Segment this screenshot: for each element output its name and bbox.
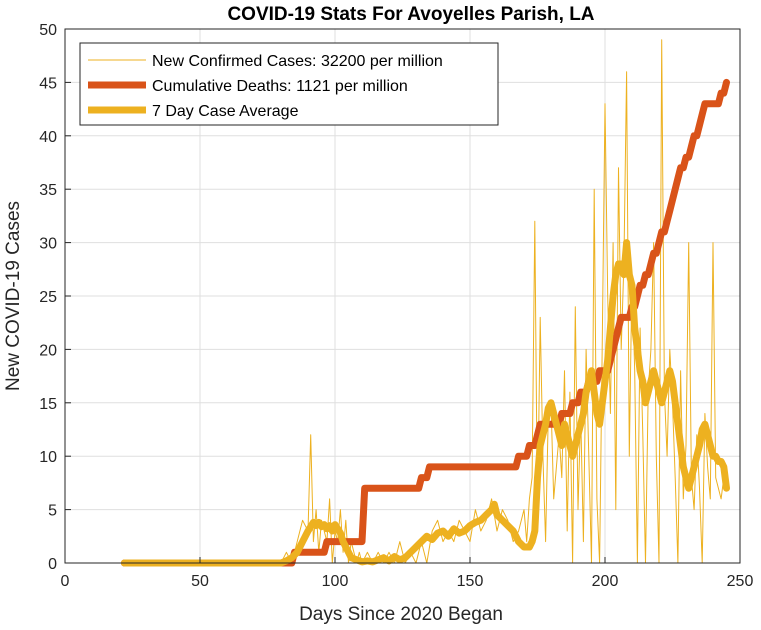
y-tick-label: 0: [48, 556, 57, 573]
y-tick-label: 45: [39, 75, 57, 92]
x-tick-label: 50: [191, 573, 209, 590]
y-tick-label: 5: [48, 503, 57, 520]
legend-box: [79, 42, 499, 126]
y-tick-label: 20: [39, 342, 57, 359]
series-line-2: [120, 239, 730, 567]
x-tick-label: 250: [727, 573, 754, 590]
y-tick-label: 35: [39, 182, 57, 199]
y-axis-label: New COVID-19 Cases: [3, 201, 24, 391]
legend-entry: New Confirmed Cases: 32200 per million: [152, 53, 443, 70]
x-tick-label: 100: [322, 573, 349, 590]
series-layer: [120, 39, 730, 567]
chart-title: COVID-19 Stats For Avoyelles Parish, LA: [227, 4, 594, 25]
x-ticks: 0 50 100 150 200 250: [61, 557, 754, 590]
y-tick-label: 40: [39, 129, 57, 146]
legend-entry: 7 Day Case Average: [152, 103, 299, 120]
y-tick-label: 15: [39, 396, 57, 413]
y-tick-label: 50: [39, 22, 57, 39]
series-line-1: [120, 78, 730, 567]
y-tick-label: 10: [39, 449, 57, 466]
y-ticks: 0 5 10 15 20 25 30 35 40 45 50: [39, 22, 71, 573]
legend-entry: Cumulative Deaths: 1121 per million: [152, 78, 408, 95]
x-axis-label: Days Since 2020 Began: [299, 604, 503, 625]
x-tick-label: 200: [592, 573, 619, 590]
legend: New Confirmed Cases: 32200 per million Cu…: [79, 42, 499, 126]
x-tick-label: 150: [457, 573, 484, 590]
x-tick-label: 0: [61, 573, 70, 590]
y-tick-label: 30: [39, 236, 57, 253]
y-tick-label: 25: [39, 289, 57, 306]
